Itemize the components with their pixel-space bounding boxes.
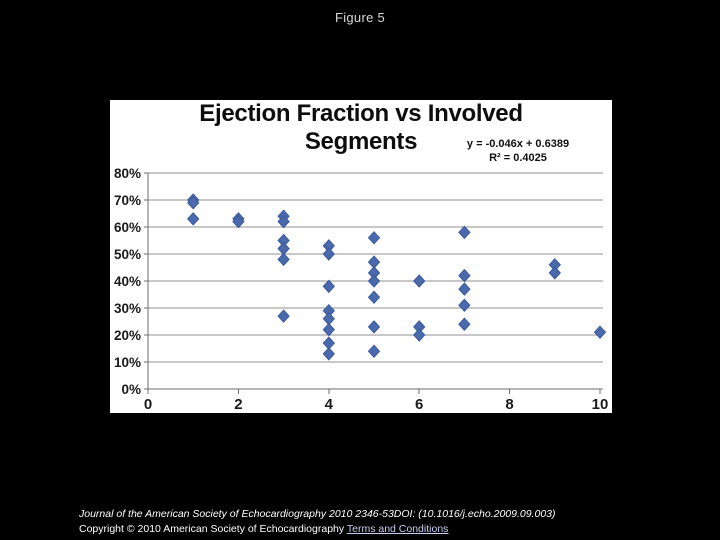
- data-point: [322, 347, 335, 361]
- data-point: [277, 309, 290, 323]
- x-tick-label: 2: [234, 396, 242, 413]
- data-point: [232, 214, 245, 229]
- data-point: [413, 274, 426, 288]
- data-point: [322, 279, 335, 294]
- y-tick-label: 40%: [114, 274, 141, 289]
- data-point: [367, 231, 381, 245]
- data-point: [277, 214, 290, 229]
- y-tick-label: 0%: [121, 382, 141, 397]
- data-point: [413, 328, 426, 342]
- r-squared-text: R² = 0.4025: [489, 152, 547, 164]
- data-point: [458, 282, 471, 296]
- data-point: [458, 225, 471, 240]
- figure-label: Figure 5: [334, 10, 386, 25]
- x-tick-label: 10: [592, 396, 609, 413]
- data-point: [367, 320, 381, 334]
- data-point: [322, 322, 335, 337]
- copyright-line: Copyright © 2010 American Society of Ech…: [79, 522, 556, 537]
- y-tick-label: 60%: [114, 220, 141, 235]
- data-point: [277, 252, 290, 267]
- equation-text: y = -0.046x + 0.6389: [466, 138, 570, 150]
- y-tick-label: 50%: [114, 247, 141, 262]
- data-point: [367, 290, 381, 304]
- data-point: [187, 195, 200, 210]
- data-point: [548, 266, 561, 280]
- data-point: [458, 268, 471, 283]
- y-tick-label: 10%: [114, 355, 141, 370]
- y-tick-label: 20%: [114, 328, 141, 343]
- data-point: [593, 325, 607, 340]
- data-point: [367, 344, 381, 358]
- citation-text: Journal of the American Society of Echoc…: [79, 508, 556, 520]
- chart-title: Ejection Fraction vs Involved Segments: [199, 100, 523, 155]
- data-point: [458, 298, 471, 313]
- x-tick-label: 8: [505, 396, 513, 413]
- data-point: [367, 274, 381, 288]
- footer: Journal of the American Society of Echoc…: [79, 507, 556, 537]
- scatter-plot: 0% 10% 20% 30% 40% 50% 60% 70% 80% 0 2 4 6 8 10: [114, 166, 609, 413]
- chart-panel: Ejection Fraction vs Involved Segments y…: [110, 100, 612, 413]
- y-tick-label: 80%: [114, 166, 141, 181]
- data-point: [458, 317, 471, 331]
- trendline-equation: y = -0.046x + 0.6389 R² = 0.4025: [458, 137, 578, 165]
- x-tick-label: 0: [144, 396, 152, 413]
- y-tick-label: 30%: [114, 301, 141, 316]
- x-tick-label: 4: [325, 396, 334, 413]
- y-tick-label: 70%: [114, 193, 141, 208]
- data-point: [322, 247, 335, 261]
- terms-and-conditions-link[interactable]: Terms and Conditions: [346, 523, 449, 535]
- data-point: [187, 212, 200, 226]
- copyright-text: Copyright © 2010 American Society of Ech…: [79, 523, 347, 535]
- x-tick-label: 6: [415, 396, 423, 413]
